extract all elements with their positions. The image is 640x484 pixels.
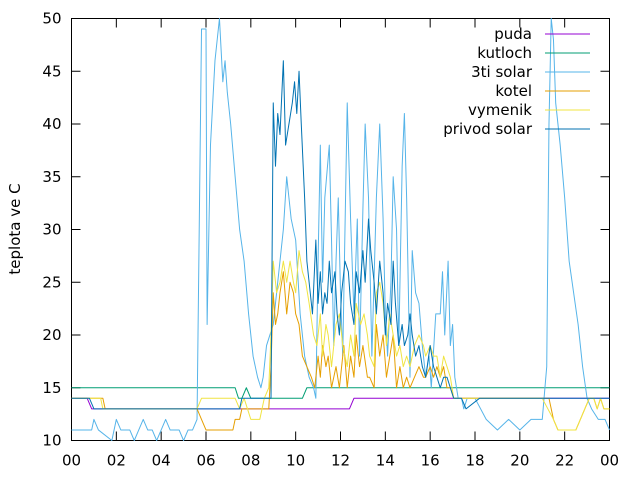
series-lines xyxy=(71,18,610,441)
legend-label: kotel xyxy=(495,82,532,100)
x-tick-label: 10 xyxy=(286,452,305,470)
y-tick-label: 20 xyxy=(42,326,61,344)
x-tick-label: 14 xyxy=(376,452,395,470)
y-tick-label: 15 xyxy=(42,379,61,397)
x-tick-label: 16 xyxy=(421,452,440,470)
y-axis-label: teplota ve C xyxy=(6,183,24,274)
x-tick-label: 18 xyxy=(465,452,484,470)
series-line-kutloch xyxy=(71,387,610,399)
y-tick-label: 25 xyxy=(42,273,61,291)
series-line-vymenik xyxy=(71,250,610,431)
axis-ticks: 00 02 04 06 08 10 12 14 16 18 20 22 0010152025303540… xyxy=(42,10,619,470)
x-tick-label: 12 xyxy=(331,452,350,470)
y-tick-label: 10 xyxy=(42,432,61,450)
legend-label: privod solar xyxy=(443,120,533,138)
y-tick-label: 50 xyxy=(42,10,61,28)
x-tick-label: 06 xyxy=(196,452,215,470)
series-line-puda xyxy=(71,397,610,410)
y-tick-label: 40 xyxy=(42,115,61,133)
y-tick-label: 45 xyxy=(42,62,61,80)
legend-label: 3ti solar xyxy=(471,63,533,81)
x-tick-label: 04 xyxy=(152,452,171,470)
x-tick-label: 22 xyxy=(555,452,574,470)
legend-label: kutloch xyxy=(477,44,532,62)
series-line-3ti-solar xyxy=(71,18,610,441)
x-tick-label: 00 xyxy=(62,452,81,470)
legend-label: puda xyxy=(494,25,532,43)
x-tick-label: 00 xyxy=(600,452,619,470)
x-tick-label: 02 xyxy=(107,452,126,470)
x-tick-label: 08 xyxy=(241,452,260,470)
legend-label: vymenik xyxy=(468,101,532,119)
y-tick-label: 30 xyxy=(42,221,61,239)
x-tick-label: 20 xyxy=(510,452,529,470)
series-line-privod-solar xyxy=(71,60,610,410)
y-tick-label: 35 xyxy=(42,168,61,186)
